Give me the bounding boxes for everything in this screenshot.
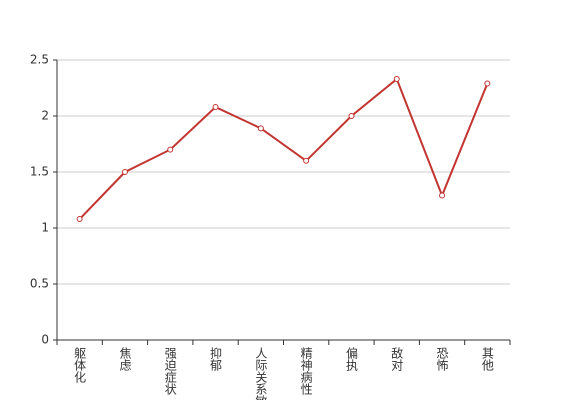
point <box>484 80 491 87</box>
x-tick-label: 其他 <box>480 347 494 371</box>
point <box>303 157 310 164</box>
x-tick-label: 躯体化 <box>73 346 87 384</box>
y-tick-label: 0.5 <box>30 277 49 291</box>
point <box>121 169 128 175</box>
point <box>76 216 83 223</box>
y-tick-label: 0 <box>41 333 49 347</box>
x-tick-label: 偏执 <box>344 346 358 372</box>
point <box>348 113 355 119</box>
x-tick-label: 恐怖 <box>435 347 449 371</box>
x-tick-label: 敌对 <box>390 346 404 371</box>
y-tick-label: 2 <box>41 109 49 123</box>
point <box>439 192 446 199</box>
x-tick-label: 精神病性 <box>299 347 313 396</box>
x-tick-label: 焦虑 <box>118 347 132 371</box>
point <box>393 76 400 83</box>
line <box>78 77 489 220</box>
y-tick-label: 2.5 <box>30 53 49 67</box>
x-tick-label: 人际关系敏感 <box>254 347 268 400</box>
point <box>212 104 219 111</box>
point <box>257 125 264 132</box>
y-tick-label: 1.5 <box>30 165 49 179</box>
x-tick-label: 强迫症状 <box>163 347 177 395</box>
x-tick-label: 抑郁 <box>209 346 223 372</box>
point <box>167 146 174 153</box>
y-tick-label: 1 <box>41 221 49 235</box>
